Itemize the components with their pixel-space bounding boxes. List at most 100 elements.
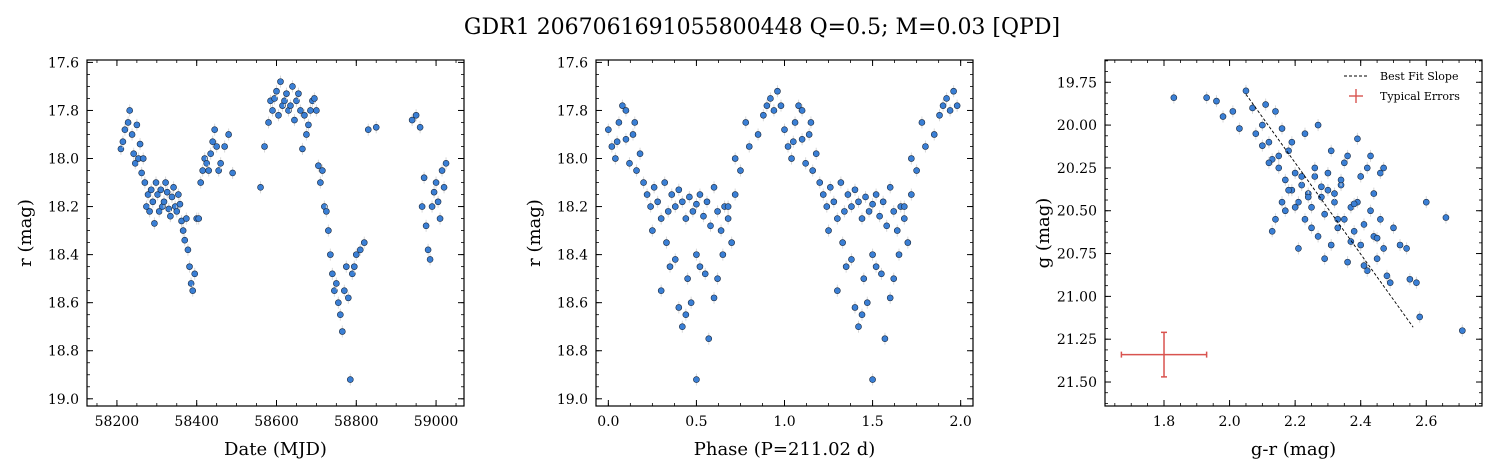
x-tick-label: 0.0	[597, 414, 619, 430]
data-point	[848, 256, 855, 263]
data-point	[663, 239, 670, 246]
data-point	[162, 179, 169, 186]
data-point	[1341, 159, 1348, 167]
data-point	[168, 193, 176, 201]
data-point	[1377, 215, 1384, 223]
x-tick-label: 1.0	[773, 414, 795, 430]
data-point	[1373, 255, 1381, 262]
data-point	[1341, 215, 1348, 223]
data-point	[184, 246, 192, 254]
data-point	[953, 102, 961, 109]
data-point	[879, 198, 887, 206]
x-tick-label: 2.0	[950, 414, 972, 430]
data-point	[1344, 152, 1351, 160]
data-point	[275, 111, 282, 119]
data-point	[742, 119, 750, 126]
data-point	[613, 138, 621, 145]
data-point	[904, 239, 912, 246]
data-point	[261, 143, 268, 150]
panel-phase-folded: 0.0 0.5 1.0 1.5 2.0 17.6 17.8 18.0 18.2 18.4 18.6 1…	[524, 55, 974, 460]
data-point	[872, 263, 880, 270]
data-point	[265, 119, 272, 126]
y-tick-label: 18.2	[557, 200, 588, 216]
data-point	[167, 212, 174, 220]
data-point	[890, 275, 898, 282]
data-point	[858, 215, 866, 222]
data-point	[173, 208, 181, 215]
y-tick-label: 20.50	[1057, 204, 1097, 220]
data-point	[160, 198, 168, 206]
x-tick-label: 58600	[254, 414, 299, 430]
data-point	[199, 167, 206, 174]
y-tick-label: 20.25	[1057, 161, 1097, 177]
data-point	[1304, 193, 1312, 201]
data-point	[1413, 279, 1420, 286]
data-point	[671, 256, 679, 263]
y-tick-label: 18.2	[48, 200, 79, 216]
data-point	[1308, 224, 1315, 232]
data-point	[189, 287, 197, 294]
data-point	[1350, 200, 1358, 208]
data-point	[438, 167, 446, 174]
data-point	[1236, 125, 1243, 132]
data-point	[315, 162, 322, 170]
data-point	[422, 222, 430, 230]
data-point	[124, 119, 132, 126]
data-point	[1383, 272, 1391, 280]
data-point	[339, 328, 346, 335]
data-point	[622, 135, 630, 143]
data-point	[918, 119, 926, 126]
data-point	[908, 155, 915, 162]
data-point	[283, 90, 290, 97]
data-point	[147, 186, 155, 194]
data-point	[1275, 164, 1283, 172]
data-point	[622, 107, 630, 114]
data-point	[661, 179, 669, 186]
data-point	[841, 208, 848, 215]
data-point	[350, 263, 358, 270]
data-point	[273, 87, 280, 95]
data-point	[684, 275, 691, 282]
data-point	[893, 227, 901, 234]
data-point	[1380, 245, 1387, 252]
data-point	[687, 299, 695, 306]
data-point	[869, 251, 876, 258]
data-point	[895, 251, 903, 258]
data-point	[327, 251, 334, 258]
data-point	[175, 191, 182, 198]
data-point	[754, 131, 762, 138]
data-point	[798, 135, 806, 143]
data-point	[763, 102, 771, 109]
data-point	[305, 121, 312, 129]
data-point	[696, 191, 704, 198]
data-point	[1301, 130, 1309, 137]
y-tick-label: 18.0	[557, 152, 588, 168]
data-point	[647, 203, 654, 210]
data-point	[851, 304, 859, 311]
axes-frame	[86, 59, 465, 407]
data-point	[1295, 245, 1302, 252]
data-point	[922, 143, 929, 150]
data-point	[686, 193, 693, 201]
data-point	[640, 179, 647, 186]
y-tick-label: 20.75	[1057, 247, 1097, 263]
data-point	[299, 145, 306, 153]
y-tick-label: 19.0	[557, 392, 588, 408]
data-point	[1357, 241, 1365, 249]
data-point	[1360, 262, 1368, 269]
data-point	[714, 275, 721, 282]
data-point	[900, 215, 908, 222]
data-point	[1314, 233, 1322, 240]
data-point	[1442, 214, 1450, 221]
data-point	[217, 160, 224, 167]
data-point	[289, 83, 296, 90]
data-point	[157, 186, 165, 194]
data-point	[807, 119, 815, 126]
data-point	[1265, 159, 1273, 167]
x-axis-label: g-r (mag)	[1251, 439, 1336, 460]
x-tick-label: 2.2	[1284, 414, 1306, 430]
y-tick-label: 18.4	[557, 248, 588, 264]
data-point	[717, 227, 725, 234]
data-point	[812, 150, 820, 158]
